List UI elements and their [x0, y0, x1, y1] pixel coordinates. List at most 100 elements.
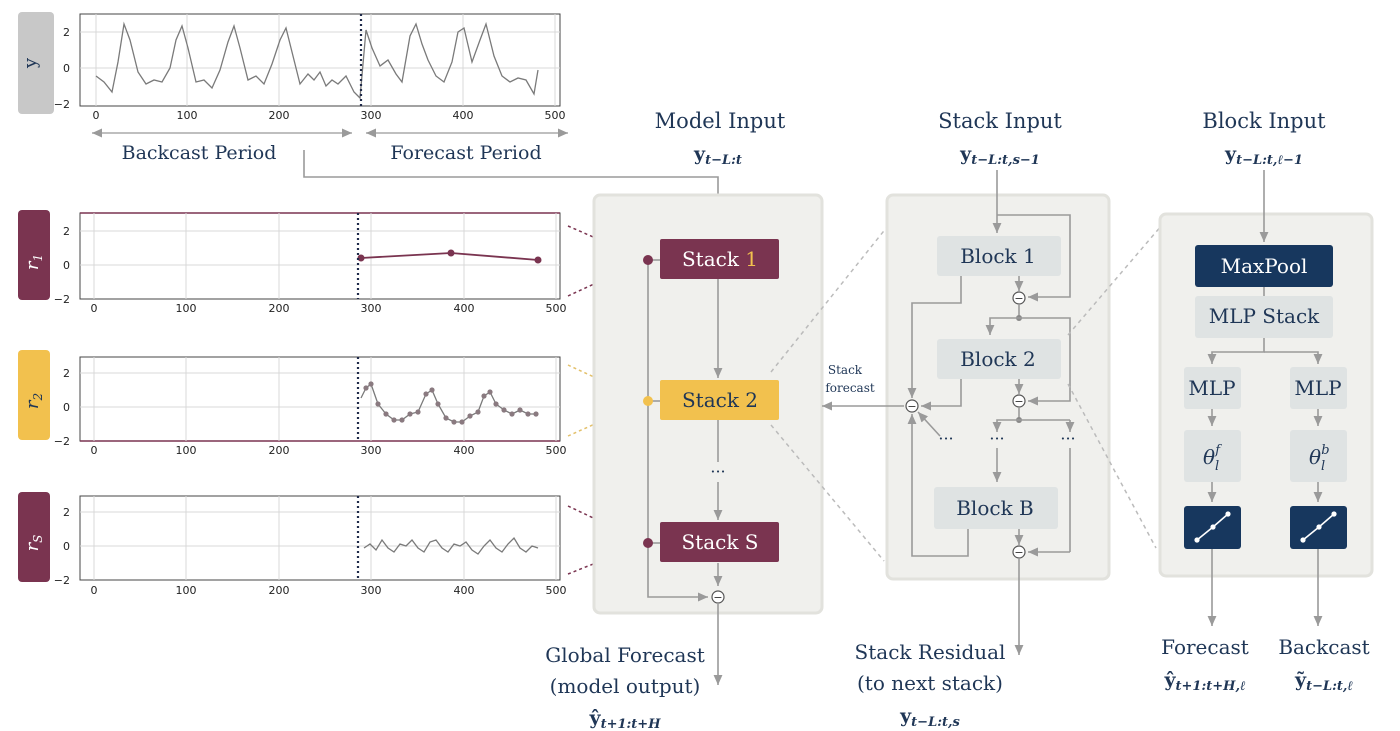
block-1[interactable]	[937, 236, 1061, 276]
global-forecast-math: ŷt+1:t+H	[589, 707, 662, 731]
mlp-backcast-block[interactable]	[1290, 367, 1347, 409]
svg-text:300: 300	[361, 444, 382, 457]
svg-text:−: −	[1014, 546, 1023, 559]
global-forecast-title: Global Forecast	[545, 643, 705, 667]
rs-plot: rS 2 0 −2 0 100 200 300 400 500	[18, 492, 567, 597]
svg-text:0: 0	[63, 540, 70, 553]
r1-plot: r1 2 0 −2 0 100 200 300 400 500	[18, 210, 567, 315]
svg-text:2: 2	[63, 506, 70, 519]
svg-text:100: 100	[177, 109, 198, 122]
svg-text:400: 400	[453, 109, 474, 122]
svg-text:0: 0	[93, 109, 100, 122]
svg-text:200: 200	[269, 444, 290, 457]
svg-text:100: 100	[176, 302, 197, 315]
svg-text:−: −	[713, 591, 722, 604]
theta-b-label: θlb	[1309, 443, 1330, 474]
model-input-title: Model Input	[655, 109, 786, 133]
svg-text:200: 200	[269, 109, 290, 122]
rs-plot-axes	[79, 495, 561, 581]
svg-text:0: 0	[91, 584, 98, 597]
stack-s-label: Stack S	[681, 530, 758, 554]
stack-1-label: Stack 1	[682, 247, 758, 271]
svg-text:100: 100	[176, 444, 197, 457]
block-b[interactable]	[934, 487, 1058, 529]
svg-text:500: 500	[546, 302, 567, 315]
svg-text:0: 0	[91, 302, 98, 315]
theta-forecast-block	[1184, 430, 1241, 482]
svg-text:400: 400	[454, 302, 475, 315]
svg-text:2: 2	[63, 367, 70, 380]
stack-dots-left: ···	[938, 429, 953, 448]
maxpool-label: MaxPool	[1221, 254, 1308, 278]
y-plot-ticks: 2 0 −2 0 100 200 300 400 500	[54, 26, 566, 122]
model-input-math: yt−L:t	[693, 143, 742, 168]
block-backcast-title: Backcast	[1278, 635, 1369, 659]
svg-text:0: 0	[63, 62, 70, 75]
y-plot-label: y	[20, 57, 41, 69]
theta-backcast-block	[1290, 430, 1347, 482]
svg-text:300: 300	[361, 302, 382, 315]
svg-text:300: 300	[361, 584, 382, 597]
block-1-label: Block 1	[960, 244, 1036, 268]
svg-text:500: 500	[546, 584, 567, 597]
y-plot-axes	[79, 13, 561, 107]
r2-plot-axes	[79, 356, 561, 442]
block-b-label: Block B	[956, 496, 1034, 520]
mlp-forecast-block[interactable]	[1184, 367, 1241, 409]
svg-text:400: 400	[454, 444, 475, 457]
stack-2-block[interactable]	[660, 380, 779, 420]
block-forecast-math: ŷt+1:t+H,ℓ	[1163, 669, 1245, 694]
svg-text:100: 100	[176, 584, 197, 597]
mlp-right-label: MLP	[1294, 376, 1341, 400]
svg-text:200: 200	[269, 584, 290, 597]
block-backcast-math: ỹt−L:t,ℓ	[1294, 669, 1353, 694]
rs-plot-tag	[18, 492, 50, 582]
mlp-stack-label: MLP Stack	[1209, 304, 1320, 328]
svg-text:500: 500	[546, 444, 567, 457]
svg-text:2: 2	[63, 225, 70, 238]
svg-text:500: 500	[545, 109, 566, 122]
svg-text:2: 2	[63, 26, 70, 39]
svg-text:−: −	[1014, 292, 1023, 305]
stack-dots-mid: ···	[989, 429, 1004, 448]
stack-2-label: Stack 2	[682, 388, 758, 412]
forecast-period-label: Forecast Period	[390, 142, 541, 164]
stack-residual-title: Stack Residual	[855, 640, 1006, 664]
stack-forecast-label-2: forecast	[825, 381, 875, 395]
svg-text:−2: −2	[54, 98, 70, 111]
mlp-stack-block[interactable]	[1195, 296, 1333, 338]
r2-plot-tag	[18, 350, 50, 440]
stack-panel	[885, 193, 1111, 581]
svg-text:0: 0	[63, 401, 70, 414]
backcast-period-label: Backcast Period	[122, 142, 277, 164]
block-2-label: Block 2	[960, 347, 1036, 371]
y-series-line	[95, 21, 539, 100]
svg-text:−2: −2	[54, 293, 70, 306]
svg-text:−: −	[907, 400, 916, 413]
svg-text:r1: r1	[22, 254, 45, 270]
block-input-math: yt−L:t,ℓ−1	[1224, 143, 1303, 168]
model-dots: ···	[710, 462, 725, 481]
stack-s-block[interactable]	[660, 522, 779, 562]
rs-series-line	[363, 536, 539, 555]
block-input-title: Block Input	[1202, 109, 1326, 133]
r2-series-line	[360, 382, 536, 423]
mlp-left-label: MLP	[1188, 376, 1235, 400]
stack-1-block[interactable]	[660, 239, 779, 279]
stack-input-title: Stack Input	[938, 109, 1062, 133]
r1-plot-tag	[18, 210, 50, 300]
block-2[interactable]	[937, 339, 1061, 379]
svg-text:rS: rS	[22, 535, 45, 552]
y-plot: y	[18, 12, 561, 114]
svg-text:−: −	[1014, 395, 1023, 408]
maxpool-block[interactable]	[1195, 245, 1333, 287]
svg-text:0: 0	[63, 259, 70, 272]
global-forecast-subtitle: (model output)	[550, 674, 701, 698]
r2-plot: r2 2 0 −2 0 100 200 300 400 500	[18, 350, 567, 457]
theta-f-label: θlf	[1203, 443, 1222, 474]
block-forecast-title: Forecast	[1161, 635, 1249, 659]
stack-residual-math: yt−L:t,s	[899, 705, 960, 730]
y-plot-tag	[18, 12, 54, 114]
svg-text:r2: r2	[22, 393, 45, 409]
